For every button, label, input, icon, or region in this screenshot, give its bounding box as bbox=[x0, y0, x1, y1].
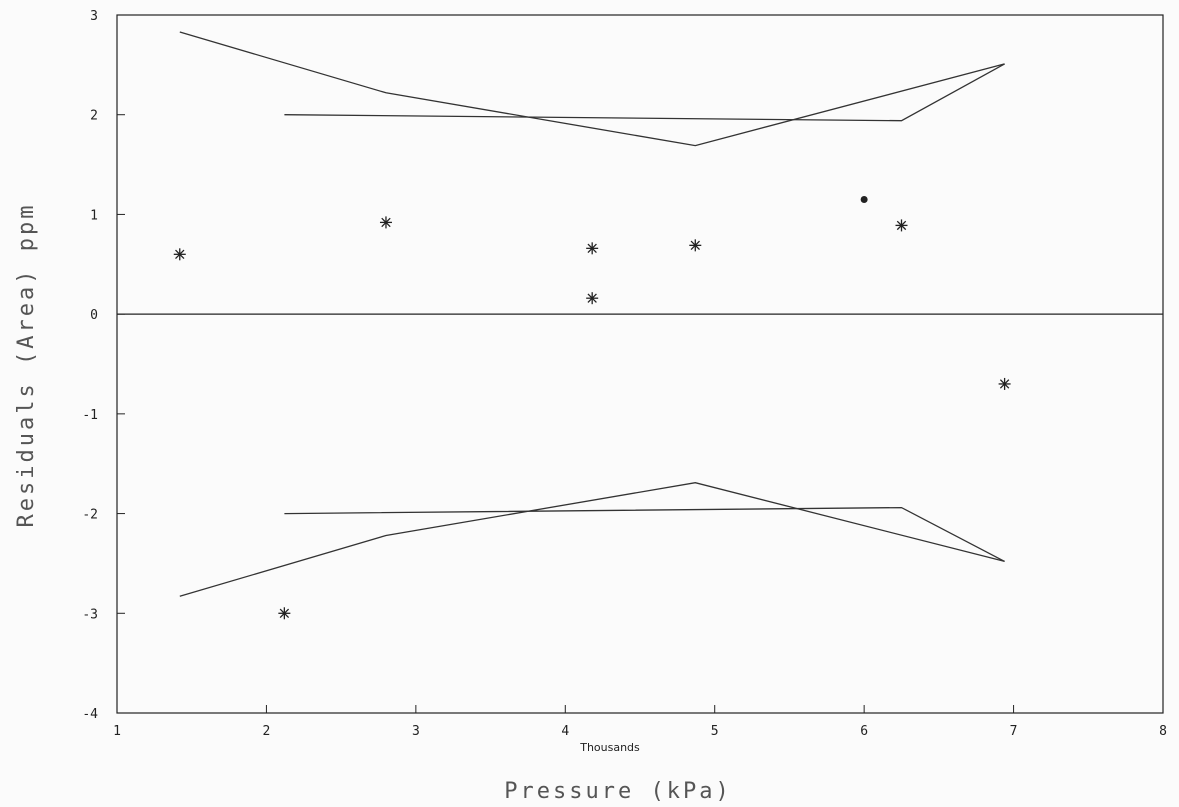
x-tick-label: 8 bbox=[1159, 724, 1167, 739]
x-axis-title: Pressure (kPa) bbox=[504, 779, 731, 804]
band-line-1 bbox=[179, 31, 1005, 147]
y-axis: 3 2 1 0 -1 -2 -3 -4 bbox=[82, 9, 125, 722]
x-tick-label: 5 bbox=[711, 724, 719, 739]
tolerance-bands bbox=[179, 31, 1005, 597]
band-line-3 bbox=[179, 482, 1005, 597]
asterisk-point bbox=[278, 607, 291, 620]
x-multiplier-label: Thousands bbox=[579, 741, 640, 754]
data-points bbox=[173, 195, 1011, 620]
asterisk-point bbox=[998, 377, 1011, 390]
x-axis: 1 2 3 4 5 6 7 8 bbox=[113, 705, 1167, 739]
y-tick-label: -1 bbox=[82, 408, 98, 423]
plot-frame bbox=[116, 14, 1164, 714]
dot-point bbox=[860, 195, 868, 203]
x-tick-label: 7 bbox=[1010, 724, 1018, 739]
y-axis-title: Residuals (Area) ppm bbox=[14, 203, 39, 528]
y-tick-label: 1 bbox=[90, 208, 98, 223]
y-tick-label: -2 bbox=[82, 508, 98, 523]
x-tick-label: 6 bbox=[860, 724, 868, 739]
asterisk-point bbox=[689, 239, 702, 252]
x-tick-label: 1 bbox=[113, 724, 121, 739]
asterisk-point bbox=[173, 248, 186, 261]
asterisk-point bbox=[586, 242, 599, 255]
y-tick-label: -3 bbox=[82, 607, 98, 622]
y-tick-label: -4 bbox=[82, 707, 98, 722]
x-tick-label: 4 bbox=[561, 724, 569, 739]
y-tick-label: 2 bbox=[90, 109, 98, 124]
band-line-4 bbox=[284, 506, 1005, 562]
asterisk-point bbox=[379, 216, 392, 229]
y-tick-label: 3 bbox=[90, 9, 98, 24]
y-tick-label: 0 bbox=[90, 308, 98, 323]
band-line-2 bbox=[284, 63, 1005, 122]
asterisk-point bbox=[895, 219, 908, 232]
x-tick-label: 3 bbox=[412, 724, 420, 739]
x-tick-label: 2 bbox=[263, 724, 271, 739]
asterisk-point bbox=[586, 292, 599, 305]
